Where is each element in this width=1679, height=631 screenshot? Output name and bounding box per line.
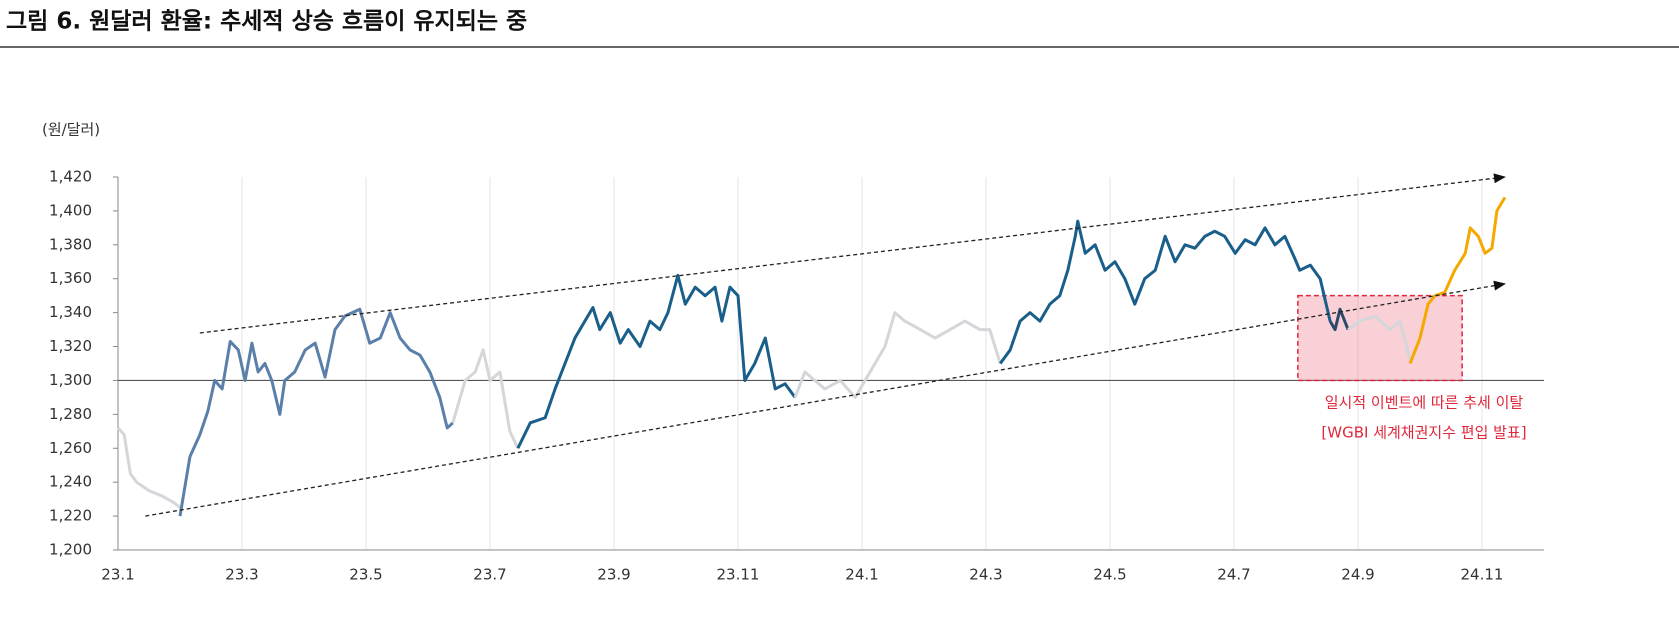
y-tick-label: 1,280: [49, 405, 92, 423]
series-line: [516, 273, 797, 449]
x-tick-label: 23.7: [473, 566, 506, 584]
y-tick-label: 1,300: [49, 371, 92, 389]
series-line: [793, 311, 1002, 399]
x-tick-label: 24.3: [969, 566, 1002, 584]
series-line: [1408, 196, 1507, 365]
series-line: [999, 219, 1332, 365]
y-tick-label: 1,260: [49, 439, 92, 457]
trend-line: [199, 173, 1506, 334]
y-tick-label: 1,380: [49, 235, 92, 253]
x-tick-label: 24.7: [1217, 566, 1250, 584]
x-tick-label: 24.11: [1461, 566, 1504, 584]
chart-title: 그림 6. 원달러 환율: 추세적 상승 흐름이 유지되는 중: [6, 9, 527, 35]
annotation: [WGBI 세계채권지수 편입 발표]: [1321, 424, 1526, 442]
x-tick-label: 23.9: [597, 566, 630, 584]
series-line: [451, 348, 520, 449]
x-tick-label: 24.9: [1341, 566, 1374, 584]
y-tick-label: 1,340: [49, 303, 92, 321]
series-line: [116, 426, 181, 509]
y-tick-label: 1,360: [49, 269, 92, 287]
series-line: [178, 307, 454, 517]
series-line: [1328, 307, 1350, 332]
y-tick-label: 1,420: [49, 168, 92, 186]
annotation: 일시적 이벤트에 따른 추세 이탈: [1325, 394, 1524, 412]
y-tick-label: 1,200: [49, 541, 92, 559]
x-tick-label: 24.5: [1093, 566, 1126, 584]
y-axis-label: (원/달러): [42, 121, 100, 139]
x-tick-label: 24.1: [845, 566, 878, 584]
x-tick-label: 23.5: [349, 566, 382, 584]
y-tick-label: 1,400: [49, 201, 92, 219]
x-tick-label: 23.11: [717, 566, 760, 584]
x-tick-label: 23.3: [225, 566, 258, 584]
series-line: [1347, 314, 1412, 361]
highlight-box: [1297, 294, 1463, 382]
trend-line: [145, 280, 1506, 517]
y-tick-label: 1,320: [49, 337, 92, 355]
x-tick-label: 23.1: [101, 566, 134, 584]
y-tick-label: 1,240: [49, 473, 92, 491]
y-tick-label: 1,220: [49, 507, 92, 525]
